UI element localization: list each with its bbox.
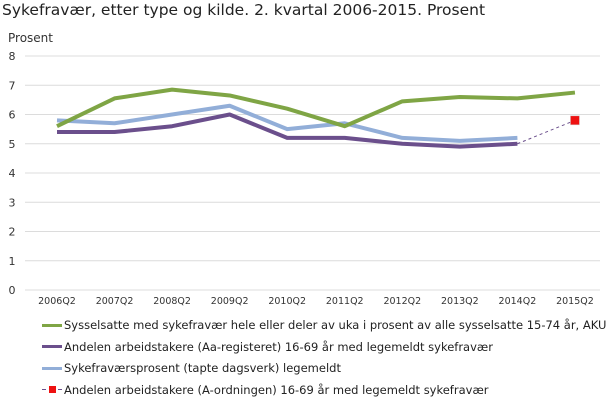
legend-swatch bbox=[42, 323, 62, 327]
x-tick-label: 2011Q2 bbox=[326, 296, 364, 307]
legend-label: Andelen arbeidstakere (Aa-registeret) 16… bbox=[64, 339, 493, 354]
legend-label: Sysselsatte med sykefravær hele eller de… bbox=[64, 318, 607, 332]
y-tick-label: 2 bbox=[9, 226, 16, 239]
legend-item: Andelen arbeidstakere (A-ordningen) 16-6… bbox=[42, 383, 488, 397]
legend-item: Sysselsatte med sykefravær hele eller de… bbox=[42, 318, 606, 332]
y-tick-label: 8 bbox=[9, 50, 16, 63]
y-tick-label: 0 bbox=[9, 284, 16, 297]
x-tick-label: 2014Q2 bbox=[499, 296, 537, 307]
x-tick-label: 2009Q2 bbox=[211, 296, 249, 307]
chart-title: Sykefravær, etter type og kilde. 2. kvar… bbox=[2, 1, 486, 19]
y-axis-label: Prosent bbox=[8, 31, 53, 45]
x-tick-label: 2012Q2 bbox=[383, 296, 421, 307]
y-tick-label: 7 bbox=[9, 79, 16, 92]
plot-area: 0 1 2 3 4 5 6 7 8 2006Q2 2007Q2 2008Q2 2009Q2 2010Q2 2… bbox=[9, 50, 600, 307]
x-tick-label: 2010Q2 bbox=[268, 296, 306, 307]
legend-swatch bbox=[42, 366, 62, 370]
legend-item: Sykefraværsprosent (tapte dagsverk) lege… bbox=[42, 361, 341, 375]
legend-swatch bbox=[42, 386, 62, 393]
legend-label: Andelen arbeidstakere (A-ordningen) 16-6… bbox=[64, 382, 489, 397]
series-line-1 bbox=[57, 112, 518, 149]
dashed-connector bbox=[517, 119, 576, 145]
legend-item: Andelen arbeidstakere (Aa-registeret) 16… bbox=[42, 340, 493, 354]
x-tick-label: 2013Q2 bbox=[441, 296, 479, 307]
series-line-2 bbox=[56, 103, 518, 143]
x-tick-label: 2007Q2 bbox=[96, 296, 134, 307]
y-tick-label: 1 bbox=[9, 255, 16, 268]
legend-swatch bbox=[42, 345, 62, 348]
y-tick-label: 4 bbox=[9, 167, 16, 180]
legend-label: Sykefraværsprosent (tapte dagsverk) lege… bbox=[64, 361, 341, 375]
y-tick-label: 5 bbox=[9, 138, 16, 151]
x-tick-label: 2015Q2 bbox=[556, 296, 594, 307]
series-line-0 bbox=[56, 87, 576, 129]
x-tick-label: 2008Q2 bbox=[153, 296, 191, 307]
y-tick-label: 6 bbox=[9, 109, 16, 122]
x-tick-label: 2006Q2 bbox=[38, 296, 76, 307]
data-point-marker bbox=[570, 115, 580, 126]
y-tick-label: 3 bbox=[9, 196, 16, 209]
